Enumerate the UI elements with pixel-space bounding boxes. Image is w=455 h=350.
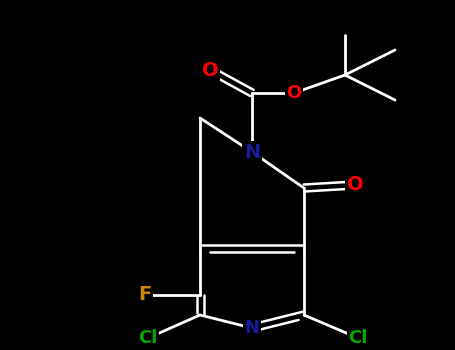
Text: Cl: Cl <box>138 329 158 347</box>
Text: O: O <box>202 61 218 79</box>
Text: N: N <box>244 319 259 337</box>
Text: Cl: Cl <box>349 329 368 347</box>
Text: N: N <box>244 142 260 161</box>
Text: O: O <box>286 84 302 102</box>
Text: O: O <box>347 175 363 195</box>
Text: F: F <box>138 286 152 304</box>
